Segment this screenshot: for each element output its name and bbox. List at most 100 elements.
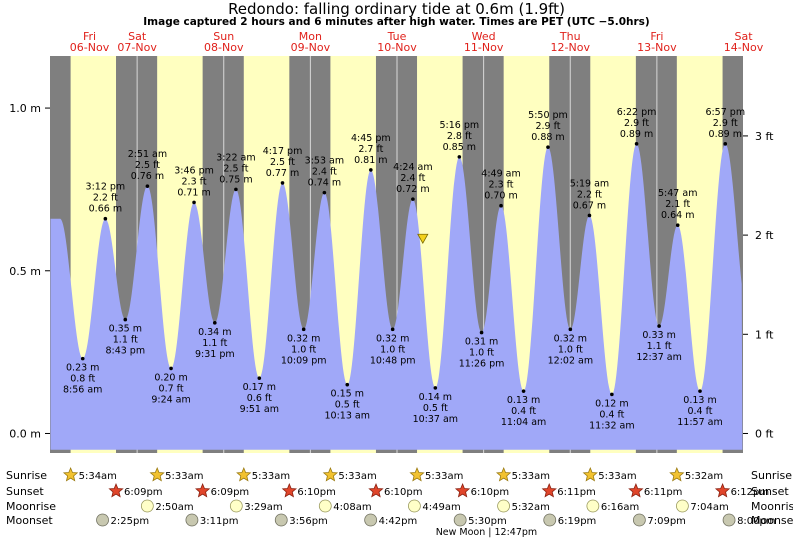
extreme-point — [123, 317, 128, 322]
extreme-m-label: 0.89 m — [620, 129, 653, 140]
row-label-right: Sunset — [751, 485, 789, 498]
extreme-time-label: 4:45 pm — [351, 133, 391, 144]
extreme-m-label: 0.85 m — [443, 142, 476, 153]
extreme-point — [433, 386, 438, 390]
extreme-point — [587, 213, 592, 218]
extreme-m-label: 0.14 m — [419, 392, 452, 403]
moonrise-time: 5:32am — [512, 502, 550, 513]
extreme-time-label: 6:57 pm — [705, 107, 745, 118]
extreme-point — [369, 168, 373, 172]
extreme-time-label: 10:13 am — [325, 411, 370, 422]
extreme-time-label: 12:37 am — [636, 352, 681, 363]
extreme-point — [546, 145, 550, 149]
extreme-time-label: 11:32 am — [589, 420, 634, 431]
moonset-icon — [722, 513, 736, 527]
extreme-time-label: 4:17 pm — [263, 146, 303, 157]
extreme-m-label: 0.66 m — [89, 204, 122, 215]
extreme-m-label: 0.33 m — [642, 330, 675, 341]
extreme-m-label: 0.71 m — [177, 187, 210, 198]
extreme-point — [390, 327, 395, 332]
extreme-ft-label: 2.4 ft — [400, 173, 425, 184]
extreme-point — [301, 327, 306, 332]
moonrise-time: 3:29am — [244, 502, 282, 513]
extreme-ft-label: 0.6 ft — [247, 393, 272, 404]
extreme-ft-label: 2.9 ft — [713, 118, 738, 129]
day-name-label: Tue — [387, 30, 407, 43]
extreme-point — [234, 187, 238, 192]
y-tick-label-right: 2 ft — [755, 229, 774, 242]
extreme-ft-label: 2.3 ft — [182, 176, 207, 187]
moonrise-icon — [229, 499, 243, 513]
extreme-m-label: 0.75 m — [219, 174, 252, 185]
extreme-ft-label: 2.2 ft — [577, 189, 602, 200]
extreme-m-label: 0.34 m — [198, 327, 231, 338]
extreme-time-label: 10:48 pm — [370, 355, 416, 366]
extreme-ft-label: 1.0 ft — [469, 348, 494, 359]
extreme-m-label: 0.77 m — [266, 168, 299, 179]
extreme-m-label: 0.20 m — [154, 372, 187, 383]
sunrise-icon — [495, 466, 512, 482]
row-label-right: Sunrise — [751, 469, 792, 482]
moonrise-icon — [497, 499, 510, 513]
extreme-time-label: 4:24 am — [393, 162, 432, 173]
extreme-point — [521, 389, 526, 393]
current-tide-marker — [417, 233, 429, 245]
extreme-m-label: 0.35 m — [109, 324, 142, 335]
day-name-label: Fri — [650, 30, 663, 43]
moonset-time: 6:19pm — [558, 516, 597, 527]
extreme-ft-label: 1.0 ft — [291, 344, 316, 355]
sunrise-time: 5:32am — [685, 471, 723, 482]
sunset-icon — [541, 482, 557, 498]
day-date-label: 09-Nov — [291, 41, 331, 54]
extreme-m-label: 0.23 m — [66, 363, 99, 374]
day-name-label: Fri — [83, 30, 96, 43]
extreme-m-label: 0.32 m — [376, 333, 409, 344]
sunrise-icon — [62, 466, 79, 482]
extreme-m-label: 0.88 m — [531, 132, 564, 143]
day-name-label: Thu — [559, 30, 581, 43]
extreme-point — [345, 382, 350, 387]
sunset-icon — [108, 482, 124, 498]
moonset-time: 3:11pm — [200, 516, 239, 527]
day-date-label: 11-Nov — [464, 41, 504, 54]
extreme-ft-label: 2.3 ft — [489, 180, 514, 191]
extreme-time-label: 12:02 am — [548, 355, 593, 366]
extreme-ft-label: 0.5 ft — [335, 400, 360, 411]
extreme-time-label: 4:49 am — [481, 169, 520, 180]
extreme-m-label: 0.32 m — [554, 333, 587, 344]
moonset-time: 4:42pm — [379, 516, 418, 527]
sunrise-icon — [236, 466, 252, 482]
extreme-time-label: 3:53 am — [305, 156, 344, 167]
row-label-right: Moonrise — [751, 500, 793, 513]
extreme-m-label: 0.12 m — [595, 398, 628, 409]
sunset-icon — [628, 482, 644, 498]
extreme-point — [322, 190, 327, 195]
day-name-label: Sat — [128, 30, 147, 43]
day-date-label: 07-Nov — [117, 41, 157, 54]
y-tick-label-right: 0 ft — [755, 427, 774, 440]
extreme-point — [675, 223, 680, 228]
row-label-left: Sunset — [6, 485, 44, 498]
extreme-time-label: 2:51 am — [128, 149, 167, 160]
extreme-m-label: 0.67 m — [573, 200, 606, 211]
extreme-ft-label: 2.9 ft — [624, 118, 649, 129]
extreme-time-label: 10:09 pm — [281, 355, 327, 366]
moonset-time: 2:25pm — [111, 516, 150, 527]
row-label-left: Moonset — [6, 514, 53, 527]
day-name-label: Wed — [472, 30, 496, 43]
extreme-point — [212, 321, 217, 325]
extreme-m-label: 0.13 m — [507, 395, 540, 406]
chart-subtitle: Image captured 2 hours and 6 minutes aft… — [143, 16, 650, 28]
extreme-time-label: 5:16 pm — [440, 120, 480, 131]
extreme-ft-label: 1.0 ft — [380, 344, 405, 355]
extreme-ft-label: 2.5 ft — [223, 163, 248, 174]
sunset-time: 6:09pm — [211, 487, 250, 498]
row-label-right: Moonset — [751, 514, 793, 527]
moonrise-time: 7:04am — [690, 502, 728, 513]
extreme-point — [723, 142, 728, 146]
row-label-left: Moonrise — [6, 500, 56, 513]
extreme-time-label: 5:47 am — [658, 188, 697, 199]
extreme-time-label: 10:37 am — [413, 414, 458, 425]
sunrise-icon — [409, 466, 425, 482]
moonset-time: 7:09pm — [647, 516, 686, 527]
